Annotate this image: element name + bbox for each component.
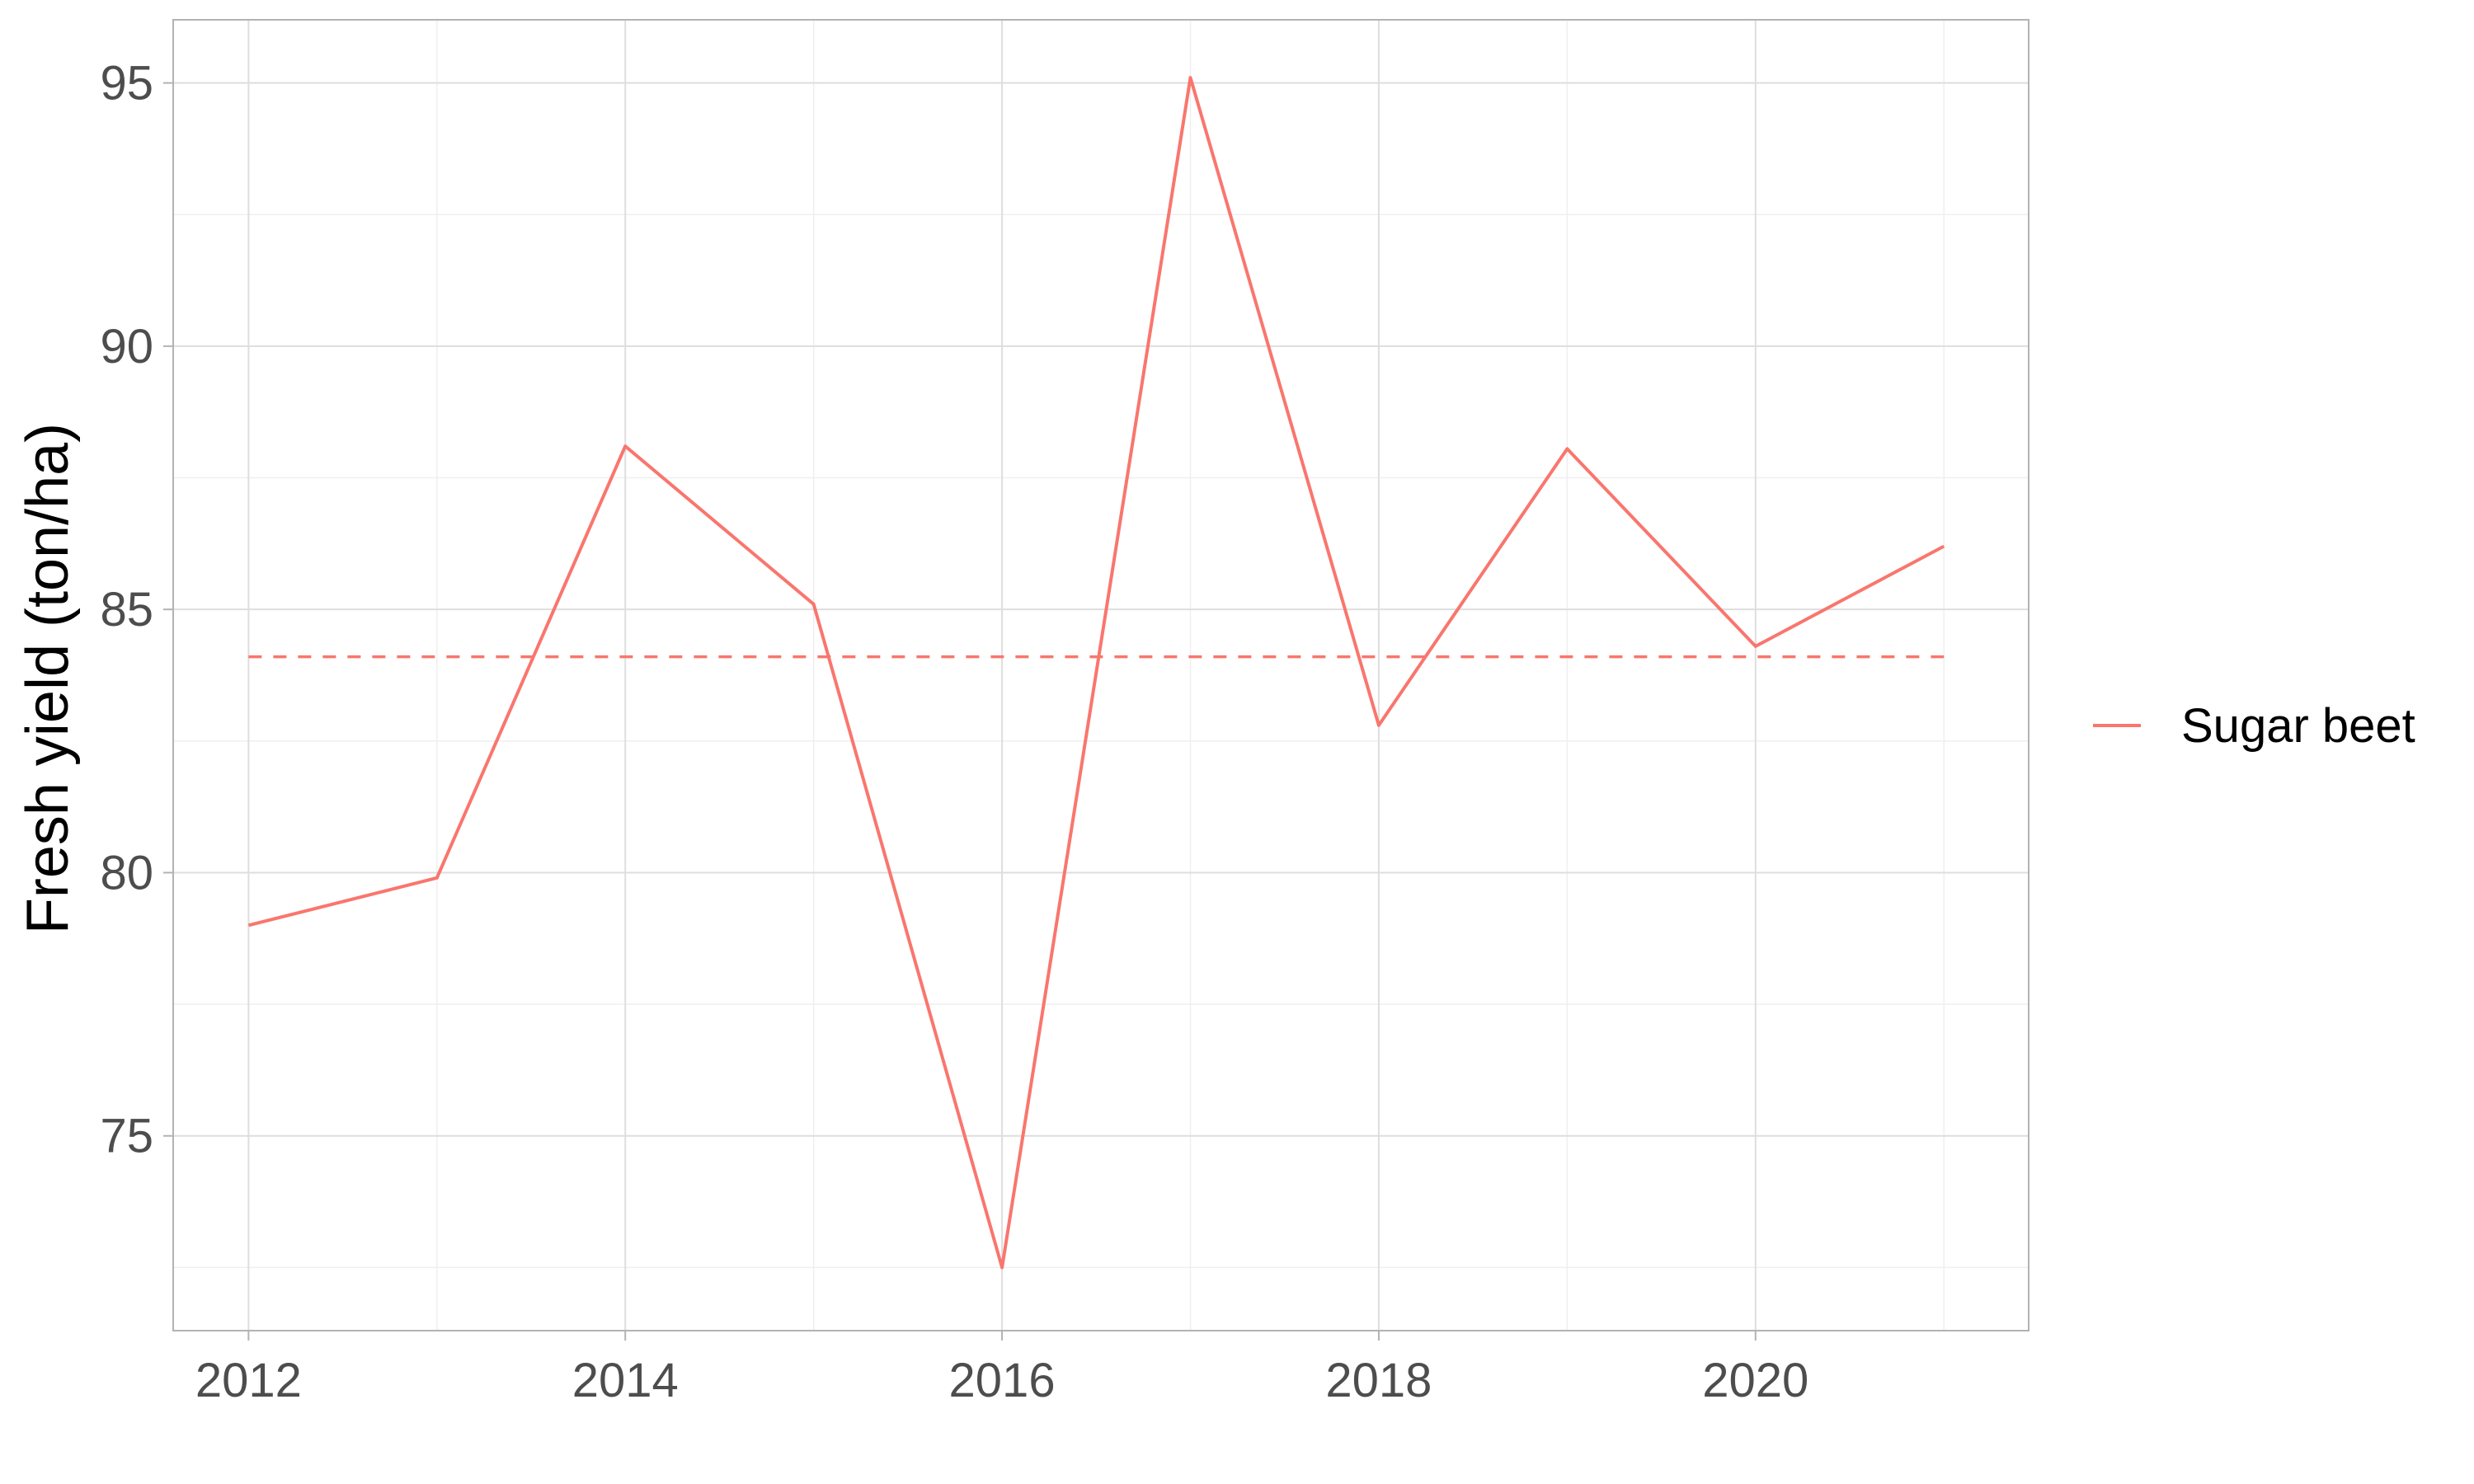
series-line-sugar-beet [247, 76, 1945, 1270]
major-gridlines [173, 20, 2029, 1331]
x-tick-label: 2012 [195, 1354, 302, 1407]
x-tick-label: 2018 [1325, 1354, 1432, 1407]
y-tick-label: 85 [100, 583, 153, 636]
panel-border [172, 19, 2030, 1331]
y-tick-label: 90 [100, 320, 153, 373]
x-axis-tick-labels: 2012 2014 2016 2018 2020 [195, 1354, 1808, 1407]
series-layer [247, 76, 1945, 1270]
y-tick-label: 80 [100, 846, 153, 899]
minor-gridlines [173, 20, 2029, 1331]
x-tick-label: 2020 [1702, 1354, 1808, 1407]
y-tick-label: 95 [100, 57, 153, 110]
y-tick-label: 75 [100, 1110, 153, 1163]
legend: Sugar beet [2093, 699, 2415, 753]
axis-ticks [163, 82, 1757, 1341]
legend-label-sugar-beet: Sugar beet [2181, 699, 2415, 753]
x-tick-label: 2016 [949, 1354, 1056, 1407]
y-axis-title: Fresh yield (ton/ha) [15, 423, 81, 934]
x-tick-label: 2014 [572, 1354, 679, 1407]
y-axis-tick-labels: 75 80 85 90 95 [100, 57, 153, 1163]
